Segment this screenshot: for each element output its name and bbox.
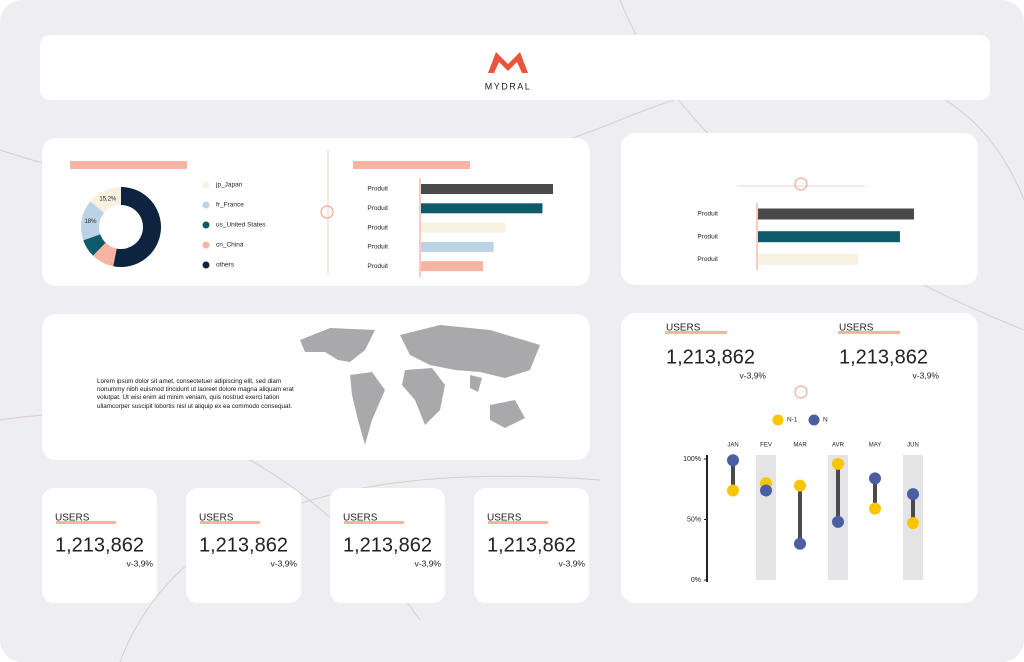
kpi-change: v-3,9% [559, 558, 586, 568]
legend-label: N-1 [787, 417, 798, 424]
pie-slice [90, 187, 121, 213]
legend-swatch [772, 414, 784, 426]
kpi-value: 1,213,862 [199, 534, 288, 556]
bar [758, 231, 900, 243]
slice-label: 15,2% [99, 196, 117, 202]
bar-label: Produit [367, 186, 388, 193]
dumbbell-dot [832, 515, 844, 528]
kpi-value: 1,213,862 [55, 534, 144, 556]
dumbbell-dot [907, 488, 919, 501]
dumbbell-dot [794, 479, 806, 492]
decorations [56, 150, 900, 524]
dumbbell-dot [794, 537, 806, 550]
bar [758, 253, 858, 265]
x-tick-label: JAN [727, 443, 738, 449]
bar-label: Produit [697, 211, 718, 218]
legend-label: jp_Japan [215, 182, 243, 189]
kpi-change: v-3,9% [415, 558, 442, 568]
bar [421, 261, 484, 272]
kpi-value: 1,213,862 [487, 534, 576, 556]
bar [421, 222, 506, 233]
bar [421, 184, 553, 194]
pie-slice [81, 201, 105, 241]
legend-label: N [823, 417, 828, 424]
legend-label: us_United States [216, 222, 266, 229]
kpi-change: v-3,9% [127, 558, 154, 568]
x-tick-label: FEV [760, 443, 772, 449]
dumbbell-dot [760, 484, 772, 497]
dumbbell-dot [727, 454, 739, 467]
pie-slice [83, 234, 106, 256]
bar-label: Produit [367, 244, 388, 251]
dumbbell-dot [907, 517, 919, 530]
column-band [756, 455, 776, 580]
slice-label: 58% [146, 228, 159, 234]
dumbbell-dot [832, 457, 844, 470]
kpi-value: 1,213,862 [343, 534, 432, 556]
legend-swatch [808, 414, 820, 426]
bar-label: Produit [697, 233, 718, 240]
bar-label: Produit [367, 224, 388, 231]
legend-swatch [202, 181, 210, 189]
y-tick-label: 50% [687, 516, 701, 523]
legend-label: others [216, 262, 235, 269]
kpi-label: USERS [487, 513, 522, 524]
kpi-change: v-3,9% [913, 370, 940, 380]
kpi-value: 1,213,862 [666, 346, 755, 368]
x-tick-label: MAY [869, 443, 882, 449]
cards [40, 35, 990, 603]
bar [421, 241, 494, 252]
dumbbell-dot [727, 484, 739, 497]
legend-label: fr_France [216, 202, 244, 209]
kpi-label: USERS [55, 513, 90, 524]
dumbbell-dot [869, 502, 881, 515]
bar-label: Produit [697, 256, 718, 263]
kpi-label: USERS [839, 323, 874, 334]
legend-label: cn_China [216, 242, 244, 249]
y-tick-label: 100% [683, 456, 701, 463]
dumbbell-dot [869, 472, 881, 485]
kpi-label: USERS [199, 513, 234, 524]
bar-label: Produit [367, 263, 388, 270]
map-description: Lorem ipsum dolor sit amet, consectetuer… [97, 378, 294, 410]
kpi-label: USERS [666, 323, 701, 334]
kpi-change: v-3,9% [271, 558, 298, 568]
brand-name: MYDRAL [485, 81, 532, 91]
x-tick-label: MAR [793, 443, 807, 449]
bar [758, 208, 914, 220]
bar-label: Produit [367, 205, 388, 212]
x-tick-label: JUN [907, 443, 919, 449]
legend-swatch [202, 201, 210, 209]
y-tick-label: 0% [691, 577, 701, 584]
kpi-label: USERS [343, 513, 378, 524]
pie-slice [93, 242, 117, 267]
legend-swatch [202, 261, 210, 269]
kpi-change: v-3,9% [740, 370, 767, 380]
logo-mark [488, 52, 528, 73]
pie-slice [113, 186, 162, 267]
legend-swatch [202, 221, 210, 229]
kpi-value: 1,213,862 [839, 346, 928, 368]
slice-label: 18% [84, 219, 97, 225]
legend-swatch [202, 241, 210, 249]
bar [421, 203, 543, 214]
x-tick-label: AVR [832, 443, 845, 449]
